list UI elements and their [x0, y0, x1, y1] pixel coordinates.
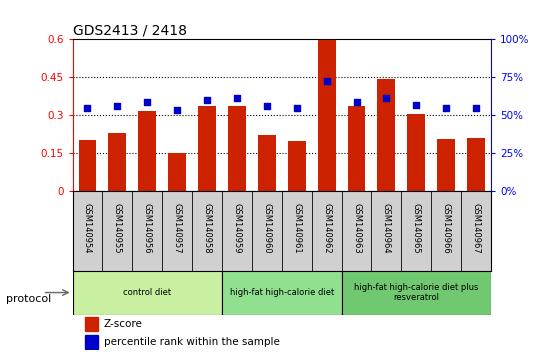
Point — [203, 98, 211, 103]
Point — [322, 79, 331, 84]
Point — [83, 105, 92, 111]
Point — [262, 104, 271, 109]
Text: GSM140958: GSM140958 — [203, 203, 211, 253]
Text: GSM140964: GSM140964 — [382, 203, 391, 253]
Point — [442, 105, 451, 111]
Text: GSM140967: GSM140967 — [472, 203, 480, 253]
Text: GSM140966: GSM140966 — [442, 203, 451, 253]
Text: GSM140961: GSM140961 — [292, 203, 301, 253]
Point — [412, 102, 421, 108]
Bar — [79, 140, 97, 191]
Point — [292, 105, 301, 111]
Bar — [198, 106, 216, 191]
Text: GDS2413 / 2418: GDS2413 / 2418 — [73, 24, 186, 38]
Text: GSM140954: GSM140954 — [83, 203, 92, 253]
Bar — [467, 138, 485, 191]
Text: GSM140965: GSM140965 — [412, 203, 421, 253]
Bar — [377, 79, 396, 191]
Point — [382, 95, 391, 101]
Point — [233, 95, 242, 101]
Bar — [108, 132, 126, 191]
Text: control diet: control diet — [123, 288, 171, 297]
Point — [352, 99, 361, 105]
Point — [472, 105, 480, 111]
Text: GSM140962: GSM140962 — [322, 203, 331, 253]
Text: GSM140960: GSM140960 — [262, 203, 271, 253]
Bar — [222, 270, 341, 314]
Text: protocol: protocol — [6, 294, 51, 304]
Bar — [258, 135, 276, 191]
Text: Z-score: Z-score — [104, 319, 143, 329]
Point — [113, 104, 122, 109]
Bar — [73, 270, 222, 314]
Text: GSM140955: GSM140955 — [113, 203, 122, 253]
Bar — [437, 139, 455, 191]
Text: GSM140956: GSM140956 — [143, 203, 152, 253]
Bar — [288, 141, 306, 191]
Bar — [85, 317, 98, 331]
Bar — [228, 106, 246, 191]
Bar — [407, 114, 425, 191]
Text: percentile rank within the sample: percentile rank within the sample — [104, 337, 280, 347]
Point — [173, 107, 182, 112]
Text: GSM140957: GSM140957 — [172, 203, 182, 253]
Text: GSM140963: GSM140963 — [352, 203, 361, 253]
Text: GSM140959: GSM140959 — [233, 203, 242, 253]
Bar — [341, 270, 491, 314]
Bar — [318, 40, 335, 191]
Point — [143, 99, 152, 105]
Bar — [168, 153, 186, 191]
Bar — [348, 106, 365, 191]
Text: high-fat high-calorie diet plus
resveratrol: high-fat high-calorie diet plus resverat… — [354, 283, 479, 302]
Bar — [85, 335, 98, 349]
Bar — [138, 111, 156, 191]
Text: high-fat high-calorie diet: high-fat high-calorie diet — [230, 288, 334, 297]
